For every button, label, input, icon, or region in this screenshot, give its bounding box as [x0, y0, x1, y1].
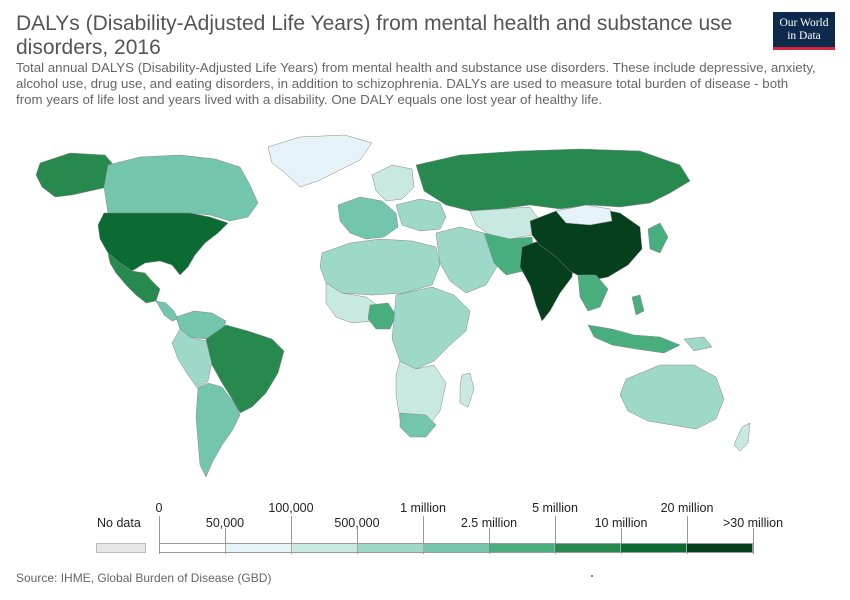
- legend-label: 2.5 million: [460, 516, 518, 530]
- region-indonesia[interactable]: [587, 324, 681, 354]
- region-japan[interactable]: [647, 222, 669, 254]
- legend-bin-7[interactable]: [621, 544, 688, 552]
- legend-label: 50,000: [205, 516, 245, 530]
- legend-label: 5 million: [532, 501, 578, 515]
- region-central-america[interactable]: [155, 300, 179, 322]
- region-north-africa[interactable]: [319, 238, 441, 296]
- region-western-europe[interactable]: [337, 196, 399, 240]
- region-brazil[interactable]: [205, 324, 285, 414]
- legend-tick: [357, 528, 358, 554]
- source-note: Source: IHME, Global Burden of Disease (…: [16, 571, 272, 585]
- legend-bin-8[interactable]: [687, 544, 753, 552]
- region-middle-east[interactable]: [435, 226, 501, 294]
- region-mongolia[interactable]: [555, 204, 613, 226]
- logo-line-2: in Data: [787, 30, 821, 42]
- legend-label: 500,000: [334, 516, 380, 530]
- region-greenland[interactable]: [267, 134, 373, 188]
- region-south-africa[interactable]: [399, 412, 437, 438]
- legend-tick: [687, 516, 688, 554]
- legend-tick: [423, 516, 424, 554]
- logo-line-1: Our World: [779, 17, 829, 29]
- legend-tick: [621, 528, 622, 554]
- region-eastern-europe[interactable]: [395, 198, 447, 232]
- legend-tick: [753, 528, 754, 554]
- legend-bin-2[interactable]: [291, 544, 358, 552]
- legend-bin-3[interactable]: [357, 544, 424, 552]
- region-philippines[interactable]: [631, 294, 645, 316]
- decorative-dot: [591, 575, 593, 577]
- region-russia[interactable]: [415, 148, 691, 212]
- legend-bin-5[interactable]: [489, 544, 556, 552]
- legend-label: 1 million: [400, 501, 446, 515]
- region-argentina[interactable]: [195, 382, 241, 478]
- legend-label: 100,000: [268, 501, 314, 515]
- region-nigeria[interactable]: [367, 302, 397, 330]
- legend-tick: [555, 516, 556, 554]
- legend-label: 10 million: [594, 516, 648, 530]
- region-canada[interactable]: [103, 154, 259, 222]
- region-andean[interactable]: [171, 328, 213, 390]
- legend-bin-6[interactable]: [555, 544, 622, 552]
- legend-bin-4[interactable]: [423, 544, 490, 552]
- legend-no-data-swatch[interactable]: [96, 543, 146, 553]
- region-alaska[interactable]: [35, 152, 113, 198]
- region-southeast-asia[interactable]: [577, 274, 609, 312]
- region-australia[interactable]: [619, 364, 725, 430]
- chart-subtitle: Total annual DALYS (Disability-Adjusted …: [16, 60, 816, 107]
- legend-label: >30 million: [722, 516, 784, 530]
- region-madagascar[interactable]: [459, 372, 475, 408]
- legend-tick: [291, 516, 292, 554]
- legend-no-data-label: No data: [97, 516, 141, 530]
- legend-bin-0[interactable]: [160, 544, 226, 552]
- owid-logo[interactable]: Our World in Data: [773, 12, 835, 50]
- region-scandinavia[interactable]: [371, 164, 415, 202]
- region-new-zealand[interactable]: [733, 422, 751, 452]
- legend-tick: [225, 528, 226, 554]
- legend-label: 20 million: [660, 501, 714, 515]
- region-papua[interactable]: [683, 336, 713, 352]
- region-central-east-africa[interactable]: [391, 286, 471, 370]
- legend-color-bar[interactable]: [159, 543, 753, 553]
- legend-tick: [159, 516, 160, 554]
- legend-tick: [489, 528, 490, 554]
- chart-title: DALYs (Disability-Adjusted Life Years) f…: [16, 12, 733, 59]
- world-map[interactable]: [0, 125, 850, 495]
- legend-label: 0: [155, 501, 163, 515]
- legend-bin-1[interactable]: [225, 544, 292, 552]
